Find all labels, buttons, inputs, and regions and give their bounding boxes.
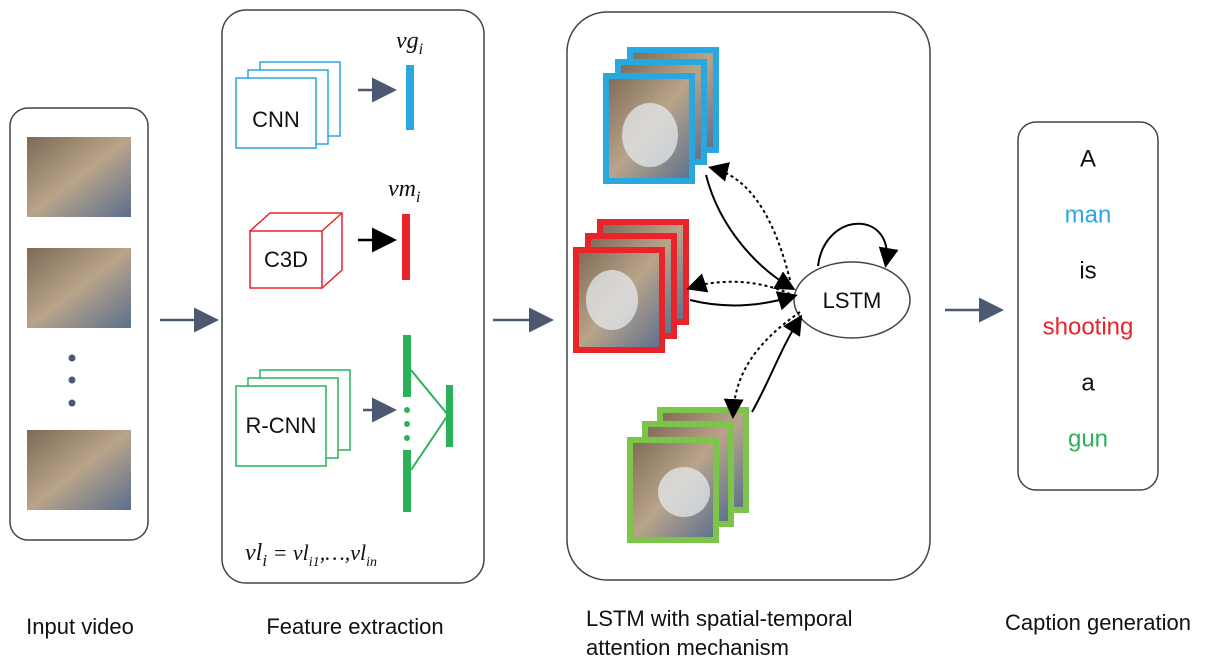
feature-label: vgi: [396, 28, 423, 58]
region-features: [403, 335, 453, 512]
caption-word: is: [1079, 257, 1096, 284]
feature-sub: i: [419, 41, 423, 58]
formula-sub: i1: [309, 555, 320, 570]
formula-sub: in: [366, 555, 377, 570]
extractor-name: R-CNN: [246, 413, 317, 438]
caption-word: shooting: [1043, 313, 1134, 340]
caption-word: gun: [1068, 425, 1108, 452]
extractor-name: CNN: [252, 107, 300, 132]
stage-label: LSTM with spatial-temporal: [586, 606, 853, 631]
feature-sub: i: [416, 189, 420, 206]
stage-label: attention mechanism: [586, 635, 789, 660]
formula-part: vl: [245, 540, 263, 566]
feature-label: vmi: [388, 176, 420, 206]
stage-label: Caption generation: [1005, 610, 1191, 635]
cnn-block: [236, 62, 340, 148]
caption-word: A: [1080, 145, 1096, 172]
lstm-label: LSTM: [823, 288, 882, 313]
video-frames: [27, 137, 131, 510]
diagram: CNN vgi C3D vmi R-CNN vli = vli1,…,vlin …: [0, 0, 1224, 666]
stage-label: Input video: [26, 614, 134, 639]
formula: vli = vli1,…,vlin: [245, 540, 377, 570]
caption-word: man: [1065, 201, 1112, 228]
feature-base: vg: [396, 28, 419, 54]
caption-word: a: [1081, 369, 1095, 396]
stage-label: Feature extraction: [266, 614, 443, 639]
feature-bar: [406, 65, 414, 130]
feature-bar: [402, 214, 410, 280]
feature-base: vm: [388, 176, 416, 202]
formula-part: = vl: [267, 540, 309, 565]
extractor-name: C3D: [264, 247, 308, 272]
attention-frames: [576, 50, 746, 540]
formula-part: ,…,vl: [320, 540, 366, 565]
